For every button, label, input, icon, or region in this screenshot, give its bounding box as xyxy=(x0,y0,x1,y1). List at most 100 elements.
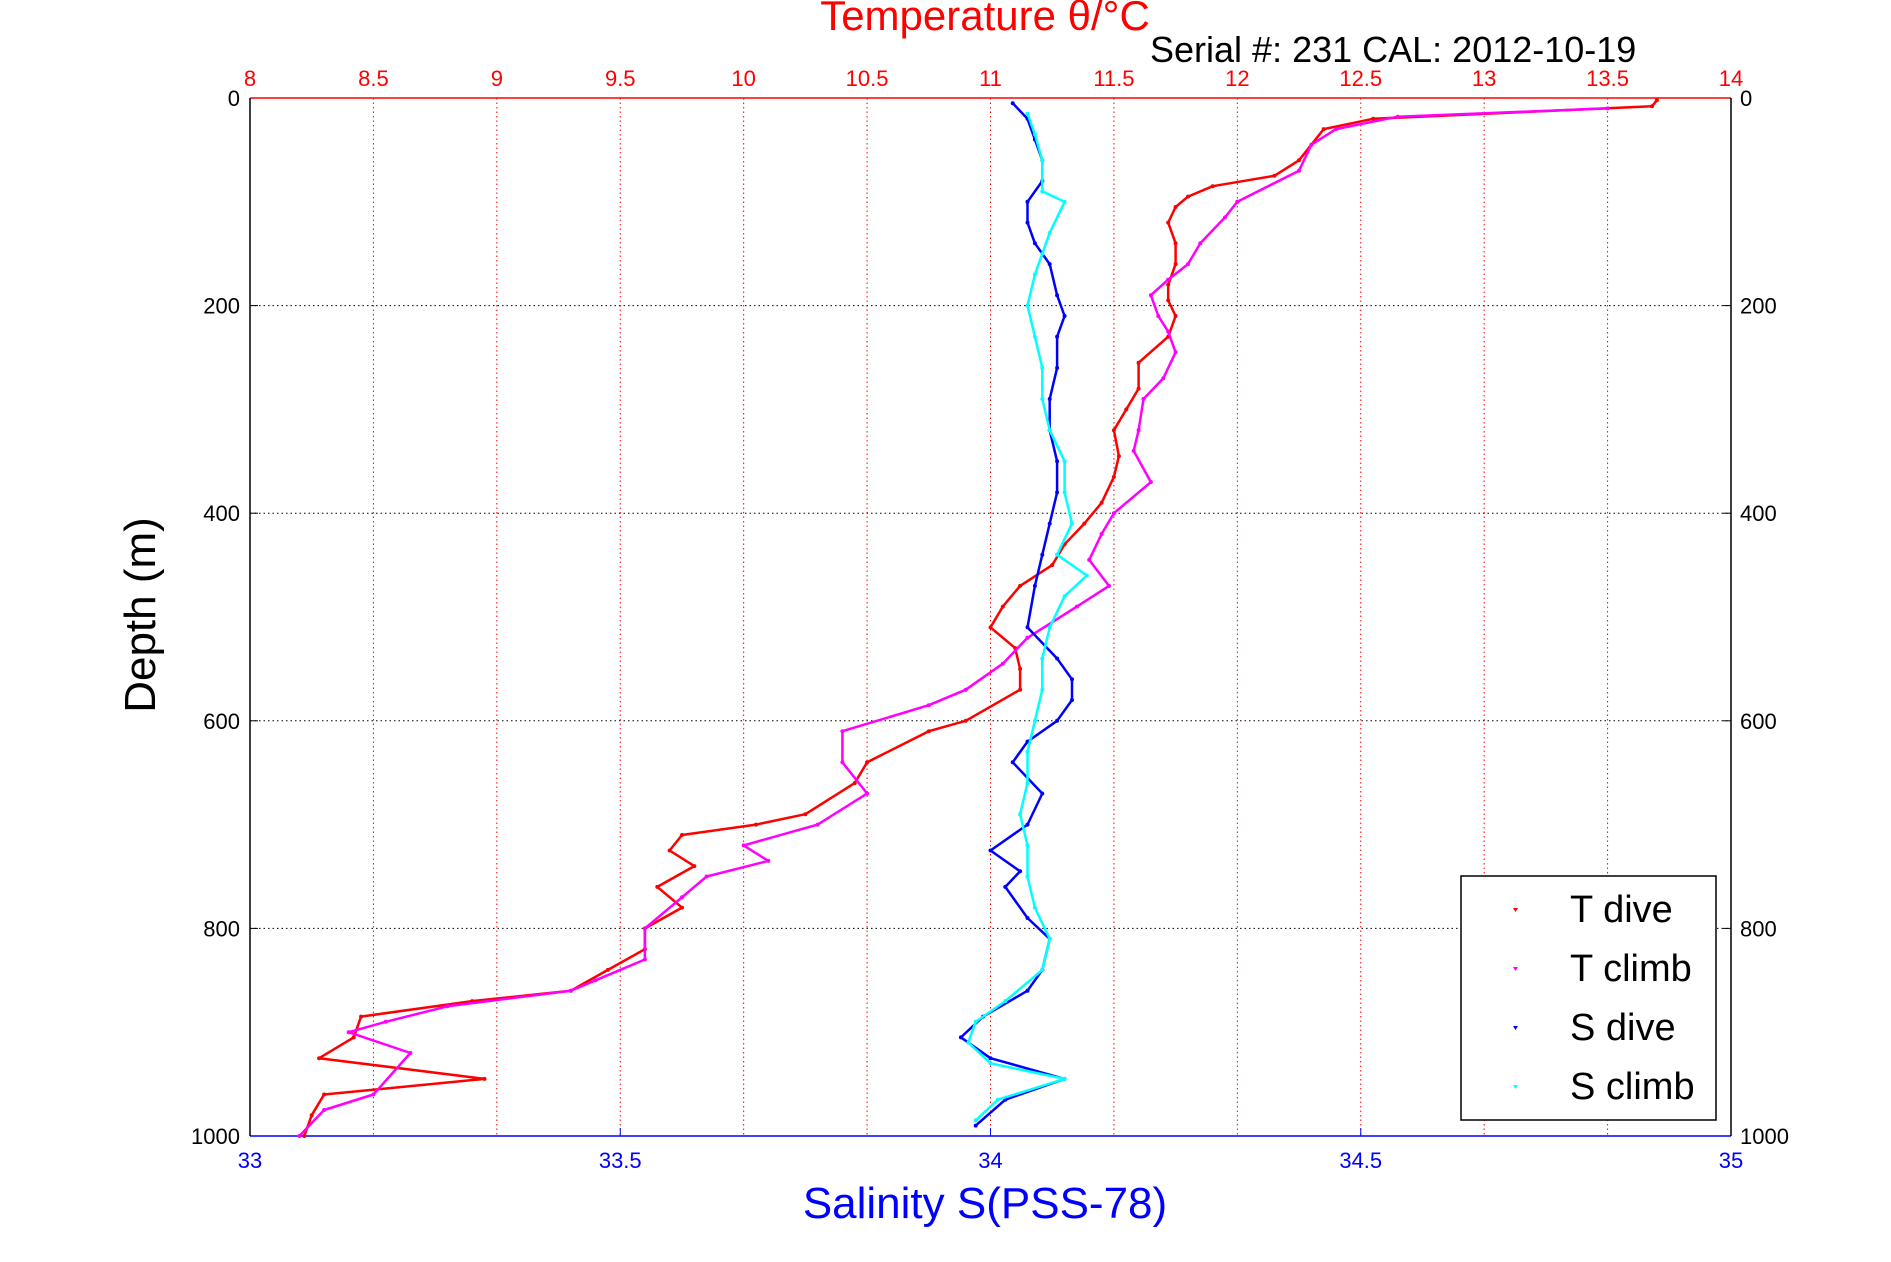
s-climb-point xyxy=(1084,573,1089,578)
t-dive-point xyxy=(1018,687,1023,692)
t-climb-legend-label: T climb xyxy=(1570,948,1692,990)
s-climb-point xyxy=(1040,158,1045,163)
t-climb-point xyxy=(1198,241,1203,246)
s-dive-legend-label: S dive xyxy=(1570,1007,1676,1049)
t-dive-point xyxy=(1371,116,1376,121)
t-climb-point xyxy=(408,1051,413,1055)
legend-box xyxy=(1460,875,1717,1121)
depth-tick-label-left: 800 xyxy=(203,916,240,941)
t-dive-point xyxy=(309,1113,314,1118)
t-dive-legend-marker xyxy=(1513,908,1518,912)
t-climb-point xyxy=(766,858,771,863)
t-climb-point xyxy=(926,703,931,708)
s-dive-point xyxy=(1062,314,1067,318)
t-dive-point xyxy=(322,1092,327,1097)
temperature-tick-label: 13 xyxy=(1472,66,1496,91)
s-climb-point xyxy=(966,1040,971,1045)
t-dive-point xyxy=(317,1056,322,1061)
temperature-tick-label: 12.5 xyxy=(1339,66,1382,91)
t-dive-point xyxy=(1166,220,1171,225)
serial-text: Serial #: 231 CAL: 2012-10-19 xyxy=(1150,29,1636,70)
s-dive-point xyxy=(1010,101,1015,106)
temperature-tick-label: 10 xyxy=(731,66,755,91)
t-climb-point xyxy=(963,687,968,692)
s-dive-point xyxy=(1055,334,1060,339)
t-climb-point xyxy=(815,822,820,827)
s-dive-point xyxy=(1070,677,1074,682)
temperature-tick-label: 11.5 xyxy=(1093,66,1134,91)
t-dive-point xyxy=(1111,428,1116,433)
s-climb-point xyxy=(1047,625,1052,630)
s-climb-point xyxy=(1032,132,1037,137)
t-climb-point xyxy=(568,988,573,993)
t-climb-point xyxy=(680,895,684,900)
s-climb-point xyxy=(1047,428,1052,433)
t-dive-point xyxy=(1173,205,1178,209)
t-climb-point xyxy=(1148,293,1153,298)
s-dive-point xyxy=(958,1035,963,1040)
temperature-tick-label: 11 xyxy=(979,66,1002,91)
s-dive-point xyxy=(1018,869,1023,874)
s-dive-point xyxy=(1055,656,1060,661)
depth-tick-label-left: 600 xyxy=(203,709,240,734)
s-dive-point xyxy=(1047,262,1052,267)
s-dive-point xyxy=(1047,521,1052,526)
t-dive-point xyxy=(1173,314,1178,318)
s-dive-point xyxy=(1025,916,1030,920)
t-dive-point xyxy=(754,822,758,827)
t-dive-point xyxy=(1018,666,1023,671)
s-climb-point xyxy=(1040,687,1045,692)
s-climb-point xyxy=(995,1097,1000,1102)
t-climb-point xyxy=(1000,661,1005,666)
t-climb-point xyxy=(1297,168,1301,173)
t-climb-point xyxy=(1141,397,1146,401)
salinity-tick-label: 33 xyxy=(238,1148,262,1173)
t-climb-point xyxy=(1156,314,1161,318)
t-climb-point xyxy=(371,1092,376,1097)
t-climb-point xyxy=(1148,480,1153,485)
depth-tick-label-right: 1000 xyxy=(1740,1124,1789,1149)
s-dive-point xyxy=(1055,490,1060,495)
t-dive-point xyxy=(1321,127,1326,132)
s-dive-point xyxy=(1003,884,1008,889)
s-climb-point xyxy=(1025,781,1030,786)
s-climb-point xyxy=(1003,999,1008,1004)
s-climb-point xyxy=(1040,189,1045,194)
s-climb-legend-marker xyxy=(1513,1085,1518,1089)
s-climb-point xyxy=(1025,843,1030,848)
s-dive-point xyxy=(1025,822,1030,827)
t-climb-point xyxy=(642,957,647,962)
t-dive-point xyxy=(1116,454,1121,459)
t-dive-point xyxy=(1297,158,1301,163)
salinity-tick-label: 33.5 xyxy=(599,1148,642,1173)
t-dive-point xyxy=(1272,173,1277,178)
t-climb-point xyxy=(1173,350,1178,355)
s-dive-point xyxy=(988,848,993,853)
t-dive-point xyxy=(1654,98,1659,103)
t-climb-point xyxy=(1166,329,1171,334)
depth-tick-label-right: 600 xyxy=(1740,709,1777,734)
t-dive-legend-label: T dive xyxy=(1570,889,1673,931)
t-climb-line xyxy=(298,107,1608,1137)
t-climb-point xyxy=(1099,532,1104,536)
temperature-tick-label: 13.5 xyxy=(1586,66,1629,91)
t-dive-point xyxy=(1136,386,1141,391)
s-climb-point xyxy=(1025,303,1030,308)
t-climb-point xyxy=(741,843,746,848)
s-climb-point xyxy=(1040,967,1045,972)
s-dive-legend-marker xyxy=(1513,1026,1518,1030)
t-dive-point xyxy=(482,1076,487,1081)
t-climb-point xyxy=(1111,511,1116,516)
s-climb-legend-label: S climb xyxy=(1570,1066,1695,1108)
t-dive-point xyxy=(359,1014,364,1019)
t-climb-point xyxy=(865,791,870,796)
t-climb-point xyxy=(1395,114,1400,119)
t-dive-point xyxy=(1136,360,1141,365)
s-climb-point xyxy=(1070,521,1074,526)
t-climb-point xyxy=(1131,448,1136,453)
temperature-tick-label: 12 xyxy=(1225,66,1249,91)
s-climb-point xyxy=(1040,251,1045,256)
temperature-tick-label: 10.5 xyxy=(846,66,889,91)
t-dive-point xyxy=(351,1035,356,1040)
